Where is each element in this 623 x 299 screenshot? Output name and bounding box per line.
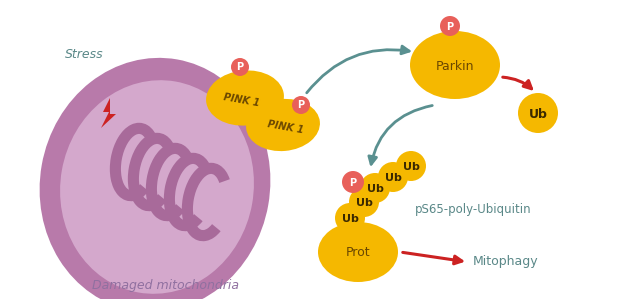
Circle shape	[396, 151, 426, 181]
Circle shape	[440, 16, 460, 36]
Text: P: P	[237, 62, 244, 72]
Ellipse shape	[206, 70, 284, 126]
Text: pS65-poly-Ubiquitin: pS65-poly-Ubiquitin	[415, 204, 531, 216]
Text: P: P	[447, 22, 454, 31]
Text: Mitophagy: Mitophagy	[473, 254, 539, 268]
Circle shape	[349, 187, 379, 217]
Circle shape	[292, 96, 310, 114]
Circle shape	[335, 203, 365, 233]
Circle shape	[231, 58, 249, 76]
Text: Damaged mitochondria: Damaged mitochondria	[92, 278, 239, 292]
Circle shape	[360, 173, 390, 203]
Polygon shape	[101, 98, 116, 128]
Ellipse shape	[40, 58, 270, 299]
Ellipse shape	[60, 80, 254, 294]
Text: Ub: Ub	[341, 214, 358, 224]
Circle shape	[378, 162, 408, 192]
Ellipse shape	[410, 31, 500, 99]
Text: Parkin: Parkin	[435, 60, 474, 72]
Circle shape	[518, 93, 558, 133]
Text: Stress: Stress	[65, 48, 103, 62]
Circle shape	[342, 171, 364, 193]
Ellipse shape	[246, 99, 320, 151]
Text: PINK 1: PINK 1	[266, 119, 304, 135]
Text: P: P	[350, 178, 356, 187]
Ellipse shape	[318, 222, 398, 282]
Text: Prot: Prot	[346, 246, 370, 260]
Text: Ub: Ub	[384, 173, 401, 183]
Text: Ub: Ub	[356, 198, 373, 208]
Text: Ub: Ub	[528, 108, 548, 120]
Text: Ub: Ub	[366, 184, 383, 194]
Text: PINK 1: PINK 1	[222, 92, 260, 108]
Text: Ub: Ub	[402, 162, 419, 172]
Text: P: P	[297, 100, 305, 111]
